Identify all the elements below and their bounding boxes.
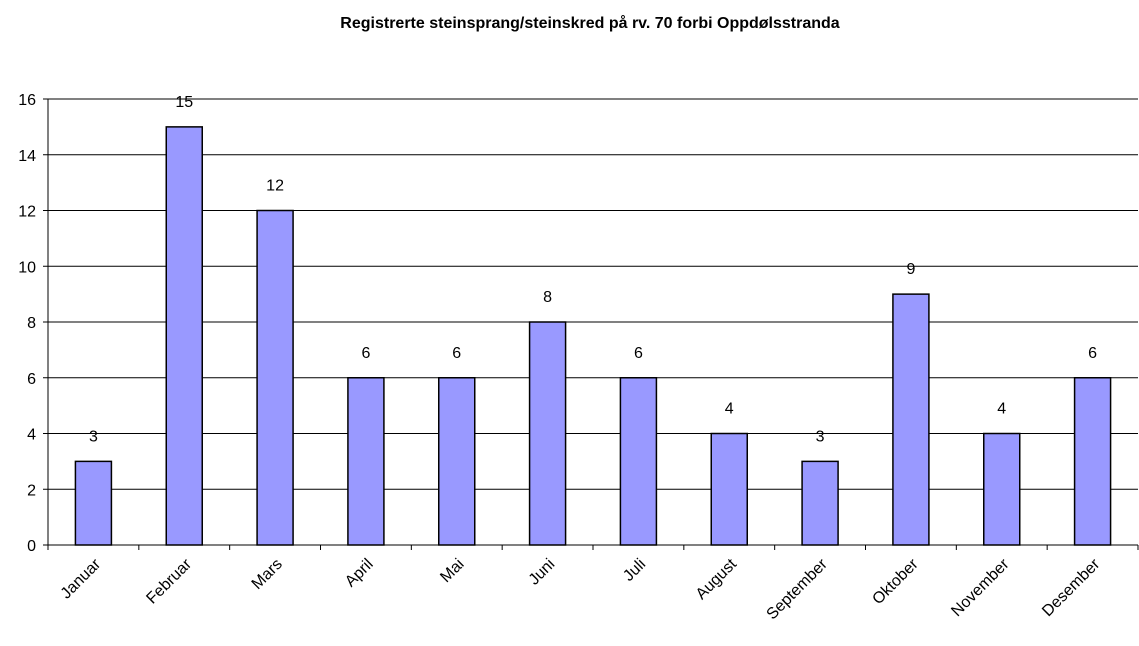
data-label: 3 <box>89 428 98 445</box>
x-tick-label: Desember <box>1039 555 1104 620</box>
bar <box>165 126 203 546</box>
x-tick-label: Februar <box>143 555 195 607</box>
y-tick-label: 2 <box>27 482 36 499</box>
x-tick-label: August <box>693 555 741 603</box>
x-tick-label: Juli <box>620 556 649 585</box>
y-tick-label: 6 <box>27 371 36 388</box>
x-tick-label: Januar <box>58 555 105 602</box>
x-tick-label: Juni <box>526 556 559 589</box>
bar <box>438 377 476 546</box>
bar <box>710 432 748 546</box>
x-tick-label: Mai <box>437 556 467 586</box>
bar <box>74 460 113 546</box>
chart-title: Registrerte steinsprang/steinskred på rv… <box>340 14 840 32</box>
data-label: 15 <box>175 94 193 111</box>
data-label: 4 <box>725 401 734 418</box>
data-label: 8 <box>543 289 552 306</box>
data-label: 6 <box>1088 345 1097 362</box>
data-label: 6 <box>634 345 643 362</box>
y-tick-label: 12 <box>18 204 36 221</box>
y-tick-label: 14 <box>18 148 36 165</box>
bar <box>801 460 839 546</box>
y-tick-label: 16 <box>18 92 36 109</box>
x-tick-label: April <box>342 556 377 591</box>
data-label: 4 <box>997 401 1006 418</box>
bar <box>619 377 658 546</box>
bar <box>892 293 930 546</box>
bar <box>983 432 1021 546</box>
bar <box>347 377 385 546</box>
data-label: 3 <box>816 428 825 445</box>
y-tick-label: 4 <box>27 427 36 444</box>
bar <box>256 209 294 546</box>
y-tick-label: 0 <box>27 538 36 555</box>
y-tick-label: 8 <box>27 315 36 332</box>
data-label: 12 <box>266 178 284 195</box>
x-tick-label: Mars <box>249 556 286 593</box>
x-tick-label: September <box>764 555 832 623</box>
x-tick-label: Oktober <box>869 555 922 608</box>
data-label: 9 <box>906 261 915 278</box>
bar <box>528 321 567 546</box>
y-tick-label: 10 <box>18 259 36 276</box>
data-label: 6 <box>452 345 461 362</box>
x-tick-label: November <box>948 555 1013 620</box>
bar <box>1073 377 1112 546</box>
data-label: 6 <box>361 345 370 362</box>
